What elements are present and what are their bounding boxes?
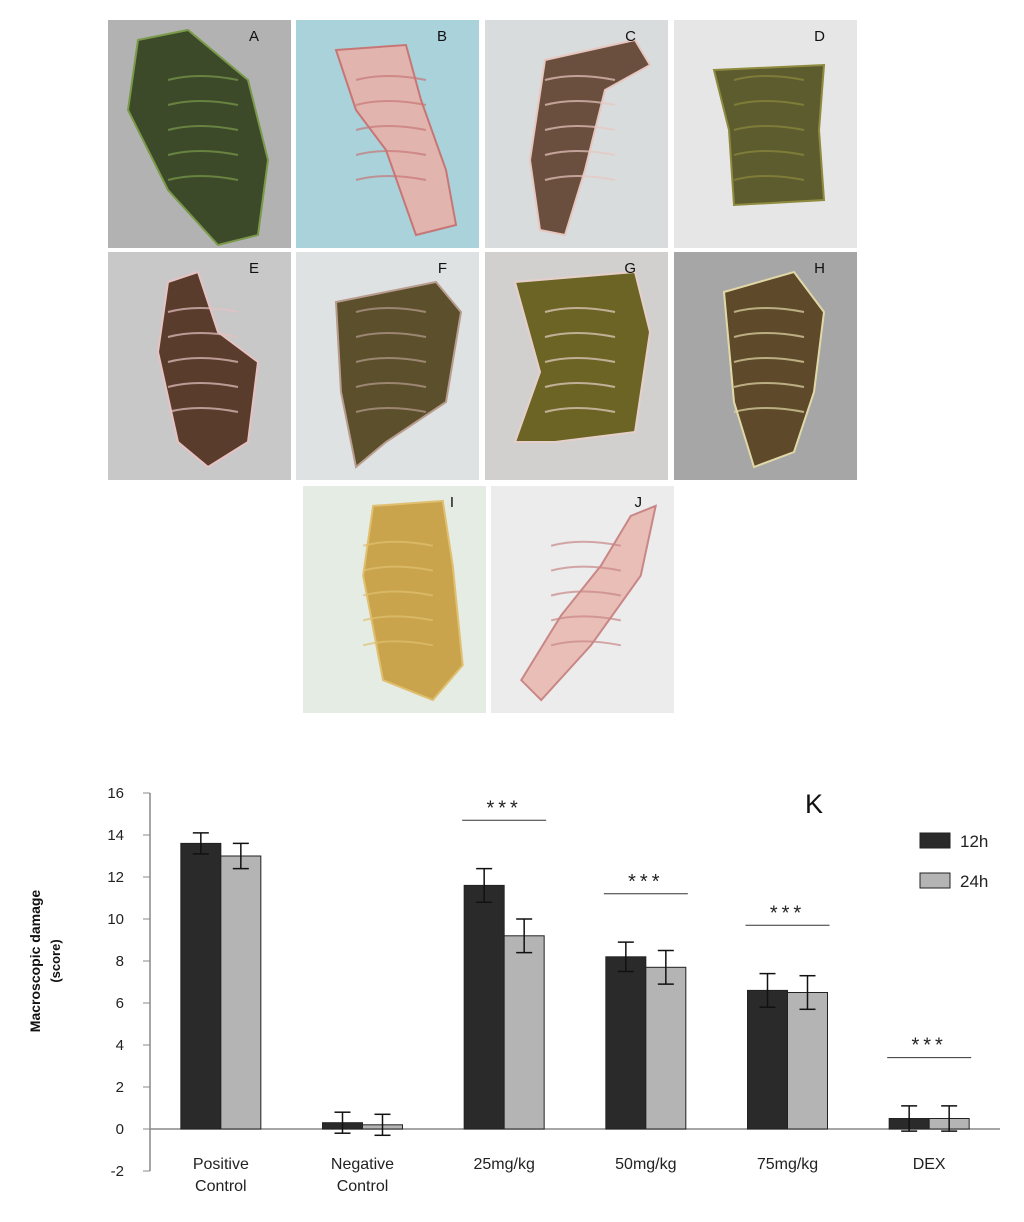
y-tick-label: 12 bbox=[107, 869, 124, 886]
photo-panel-d: D bbox=[674, 20, 857, 248]
x-tick-label: 25mg/kg bbox=[473, 1156, 534, 1173]
x-tick-label: Positive Control bbox=[193, 1156, 249, 1195]
bars bbox=[180, 842, 970, 1130]
x-tick-label: Negative Control bbox=[331, 1156, 394, 1195]
bar-12h bbox=[180, 842, 222, 1130]
panel-letter-label: C bbox=[625, 28, 636, 45]
tissue-specimen-image bbox=[528, 38, 652, 237]
x-tick-label: 75mg/kg bbox=[757, 1156, 818, 1173]
tissue-specimen-image bbox=[712, 63, 826, 207]
x-tick-labels: Positive Control Negative Control 25mg/kg 50m… bbox=[193, 1156, 946, 1195]
y-tick-label: 14 bbox=[107, 827, 124, 844]
y-tick-label: 0 bbox=[116, 1121, 124, 1138]
panel-letter-label: I bbox=[449, 494, 454, 511]
photo-panel-e: E bbox=[108, 252, 291, 480]
legend: 12h 24h bbox=[919, 832, 988, 891]
photo-panel-g: G bbox=[485, 252, 668, 480]
tissue-specimen-image bbox=[362, 499, 464, 702]
photo-panel-h: H bbox=[674, 252, 857, 480]
tissue-specimen-image bbox=[126, 28, 270, 247]
y-tick-label: 2 bbox=[116, 1079, 124, 1096]
y-tick-label: 8 bbox=[116, 953, 124, 970]
panel-letter-label: B bbox=[436, 28, 447, 45]
legend-swatch bbox=[919, 872, 951, 889]
significance-label: *** bbox=[628, 871, 663, 893]
tissue-specimen-image bbox=[520, 504, 658, 702]
tissue-specimen-image bbox=[722, 270, 826, 469]
panel-letter-label: F bbox=[437, 260, 447, 277]
legend-label: 12h bbox=[960, 832, 988, 851]
legend-swatch bbox=[919, 832, 951, 849]
photo-panel-b: B bbox=[296, 20, 479, 248]
x-tick-label: DEX bbox=[913, 1156, 946, 1173]
significance-label: *** bbox=[911, 1035, 946, 1057]
significance-label: *** bbox=[486, 797, 521, 819]
tissue-specimen-image bbox=[513, 270, 652, 443]
bar-12h bbox=[463, 884, 505, 1130]
significance-label: *** bbox=[770, 902, 805, 924]
panel-letter-label: H bbox=[814, 260, 825, 277]
panel-letter-label: E bbox=[248, 260, 259, 277]
panel-label-k: K bbox=[805, 789, 823, 819]
bar-24h bbox=[787, 992, 828, 1130]
bar-24h bbox=[645, 966, 687, 1130]
bar-24h bbox=[220, 855, 262, 1130]
tissue-specimen-image bbox=[334, 280, 463, 469]
bar-chart: 16 14 12 10 8 6 4 2 0 -2 *** *** *** *** Positive Con… bbox=[27, 785, 1000, 1195]
panel-letter-label: A bbox=[248, 28, 259, 45]
photo-panel-i: I bbox=[303, 486, 486, 713]
y-tick-label: 6 bbox=[116, 995, 124, 1012]
y-axis-label-line1: Macroscopic damage bbox=[27, 890, 43, 1033]
panel-letter-label: D bbox=[814, 28, 825, 45]
bar-12h bbox=[747, 989, 788, 1130]
y-axis-label-line2: (score) bbox=[48, 939, 63, 982]
photo-panel-a: A bbox=[108, 20, 291, 248]
tissue-specimen-image bbox=[156, 270, 260, 469]
panel-letter-label: J bbox=[634, 494, 643, 511]
x-tick-label: 50mg/kg bbox=[615, 1156, 676, 1173]
legend-label: 24h bbox=[960, 872, 988, 891]
bar-12h bbox=[605, 956, 647, 1130]
y-tick-label: 4 bbox=[116, 1037, 124, 1054]
y-tick-label: 10 bbox=[107, 911, 124, 928]
tissue-specimen-image bbox=[334, 43, 458, 237]
y-tick-label: -2 bbox=[111, 1163, 124, 1180]
significance-markers: *** *** *** *** bbox=[462, 797, 972, 1059]
photo-panel-j: J bbox=[491, 486, 674, 713]
panel-letter-label: G bbox=[624, 260, 636, 277]
photo-panel-c: C bbox=[485, 20, 668, 248]
y-tick-labels: 16 14 12 10 8 6 4 2 0 -2 bbox=[107, 785, 150, 1180]
error-bars bbox=[192, 832, 958, 1137]
y-tick-label: 16 bbox=[107, 785, 124, 802]
bar-24h bbox=[503, 935, 545, 1130]
photo-panel-f: F bbox=[296, 252, 479, 480]
